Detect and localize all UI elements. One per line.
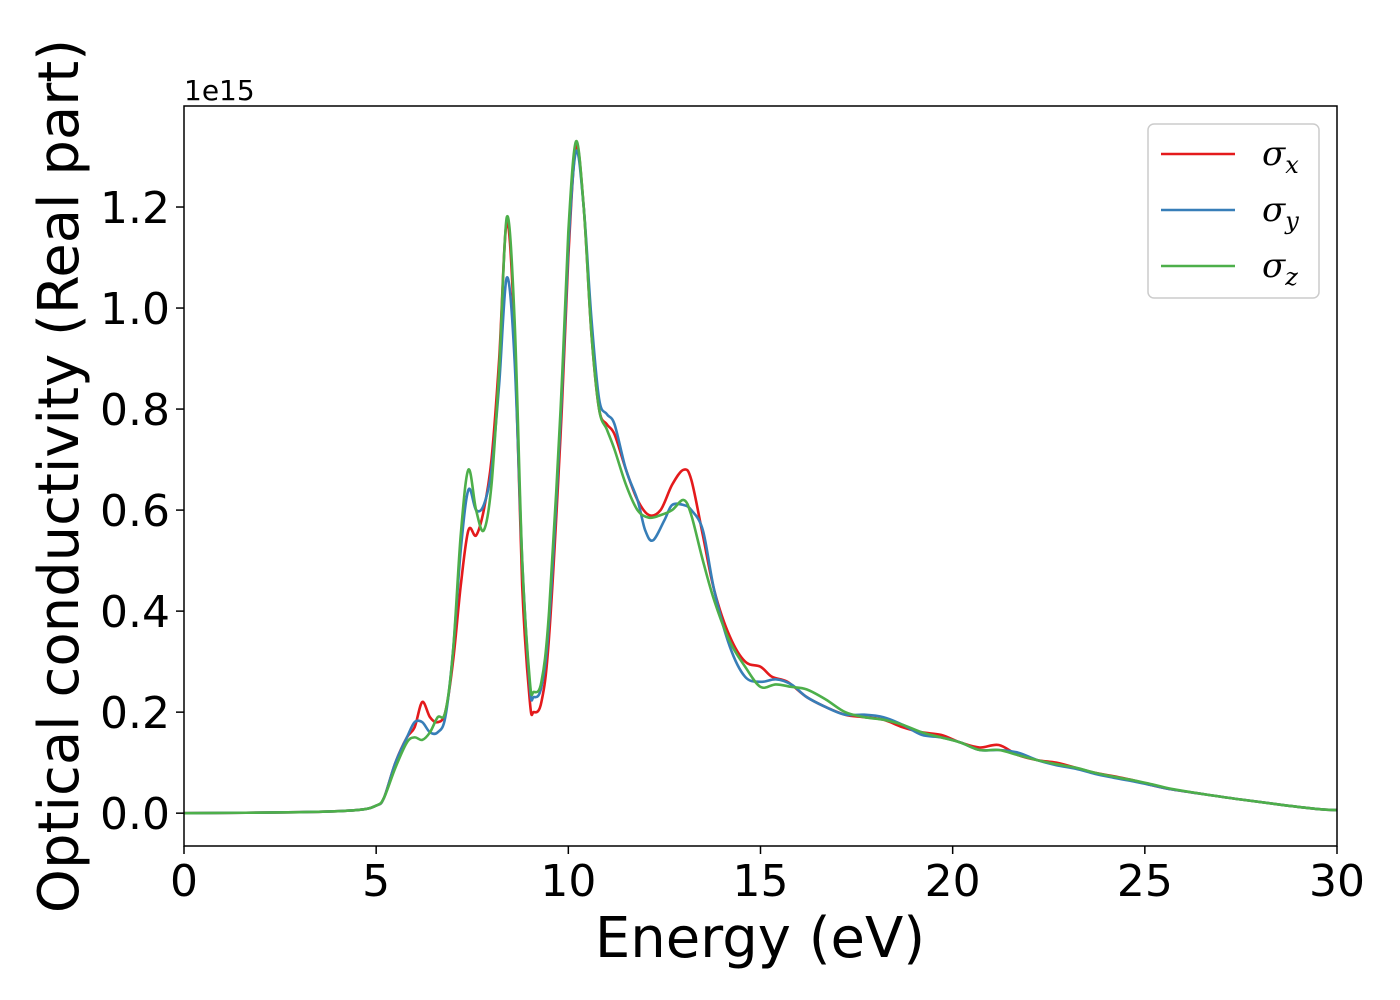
- y-offset-label: 1e15: [184, 74, 255, 107]
- y-tick-label: 1.0: [100, 284, 170, 335]
- x-tick-label: 25: [1117, 856, 1173, 907]
- x-tick-label: 15: [733, 856, 789, 907]
- series-line-z: [184, 140, 1337, 815]
- x-tick-label: 20: [925, 856, 981, 907]
- legend-entry-y: σy: [1262, 190, 1299, 235]
- legend-entry-z: σz: [1262, 246, 1298, 291]
- y-tick-label: 0.0: [100, 789, 170, 840]
- y-tick-label: 0.6: [100, 486, 170, 537]
- y-tick-label: 0.2: [100, 688, 170, 739]
- x-tick-label: 30: [1309, 856, 1365, 907]
- legend-entry-x: σx: [1262, 134, 1299, 179]
- series-lines: [184, 140, 1337, 815]
- legend: σx σy σz: [1147, 123, 1320, 299]
- x-tick-label: 0: [170, 856, 198, 907]
- y-tick-label: 1.2: [100, 183, 170, 234]
- x-axis-ticks: 0 5 10 15 20 25 30: [170, 846, 1365, 907]
- y-axis-ticks: 0.0 0.2 0.4 0.6 0.8 1.0 1.2: [100, 183, 184, 840]
- x-axis-label: Energy (eV): [595, 906, 925, 971]
- x-tick-label: 10: [540, 856, 596, 907]
- x-tick-label: 5: [362, 856, 390, 907]
- y-tick-label: 0.4: [100, 587, 170, 638]
- y-axis-label: Optical conductivity (Real part): [27, 39, 92, 913]
- y-tick-label: 0.8: [100, 385, 170, 436]
